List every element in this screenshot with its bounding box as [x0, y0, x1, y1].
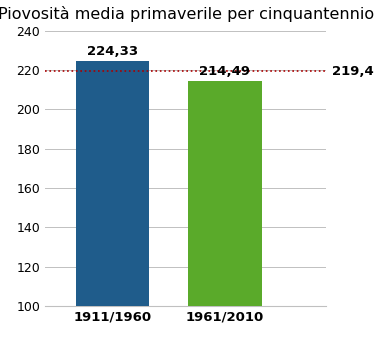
Bar [76, 62, 149, 306]
Text: 219,41: 219,41 [332, 65, 375, 78]
Text: 224,33: 224,33 [87, 46, 138, 58]
Text: 214,49: 214,49 [200, 65, 250, 78]
Title: Piovosità media primaverile per cinquantennio: Piovosità media primaverile per cinquant… [0, 6, 374, 22]
Bar [188, 81, 262, 306]
